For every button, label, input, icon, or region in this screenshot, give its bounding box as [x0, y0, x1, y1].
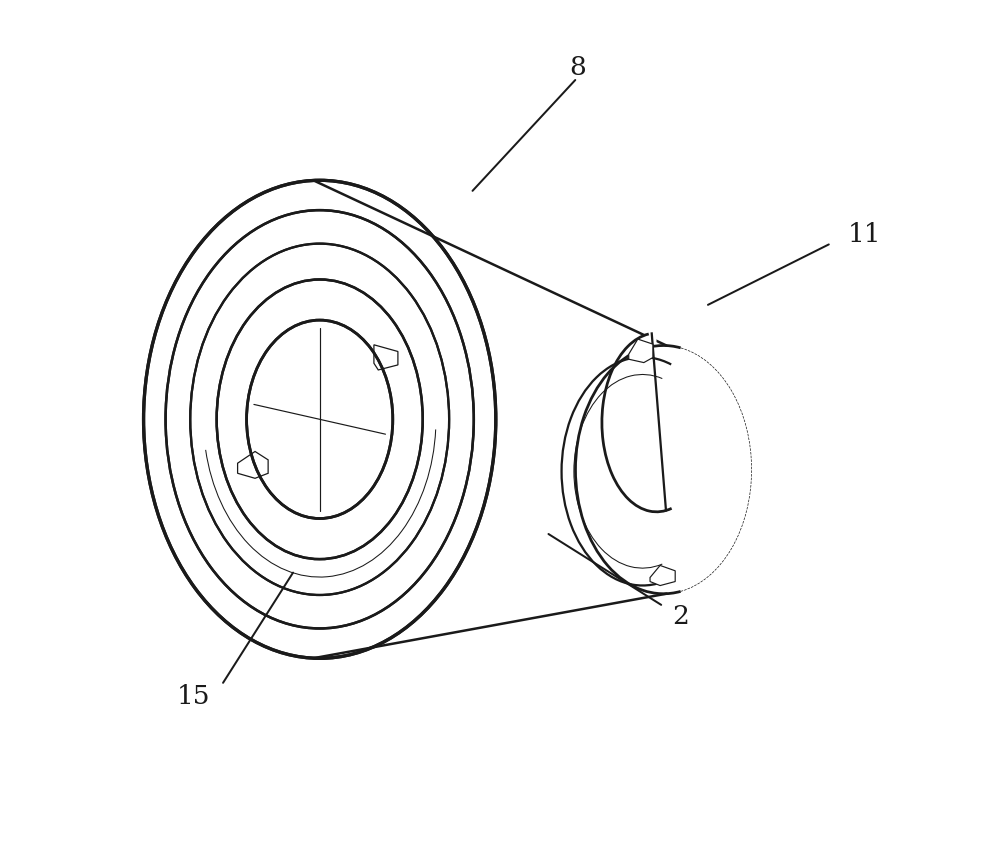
Polygon shape: [314, 180, 752, 658]
Polygon shape: [602, 334, 666, 512]
Text: 2: 2: [672, 604, 689, 628]
Text: 11: 11: [848, 222, 882, 247]
Polygon shape: [144, 180, 496, 658]
Text: 15: 15: [177, 684, 211, 709]
Text: 8: 8: [569, 54, 586, 80]
Polygon shape: [629, 339, 653, 363]
Polygon shape: [650, 566, 675, 585]
